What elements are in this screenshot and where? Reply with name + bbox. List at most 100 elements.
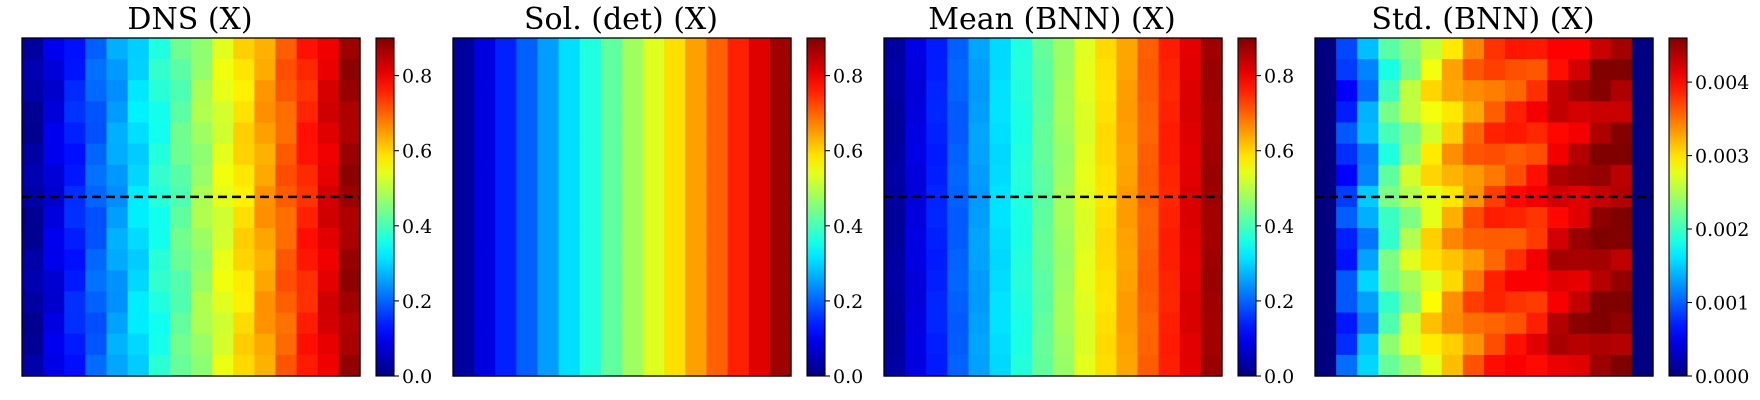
heatmap-cell	[1095, 207, 1117, 229]
heatmap-cell	[947, 38, 970, 60]
heatmap-cell	[947, 207, 970, 229]
heatmap-cell	[1357, 101, 1379, 124]
heatmap-cell	[1053, 312, 1075, 335]
heatmap-cell	[1610, 270, 1633, 293]
heatmap-cell	[989, 143, 1012, 166]
heatmap-cell	[1031, 164, 1054, 187]
heatmap-cell	[1336, 143, 1358, 166]
heatmap-cell	[212, 312, 234, 335]
heatmap-cell	[1116, 249, 1139, 271]
heatmap	[1315, 38, 1654, 377]
heatmap-cell	[926, 207, 948, 229]
heatmap-cell	[622, 207, 644, 229]
heatmap-cell	[1158, 270, 1181, 293]
heatmap-cell	[85, 164, 108, 187]
heatmap-cell	[1116, 354, 1139, 377]
heatmap-cell	[106, 207, 129, 229]
heatmap-cell	[1462, 249, 1485, 271]
heatmap-cell	[905, 80, 927, 102]
heatmap-cell	[453, 80, 475, 102]
heatmap-cell	[769, 143, 792, 166]
colorbar: 0.0 0.2 0.4 0.6 0.8	[375, 37, 432, 388]
heatmap-cell	[106, 312, 129, 335]
heatmap-border	[452, 37, 792, 377]
heatmap-cell	[43, 143, 65, 166]
heatmap-cell	[1336, 354, 1358, 377]
heatmap-cell	[685, 38, 708, 60]
heatmap-cell	[989, 207, 1012, 229]
heatmap-cell	[558, 207, 581, 229]
heatmap-cell	[968, 80, 991, 102]
heatmap-cell	[127, 38, 150, 60]
heatmap-cell	[685, 143, 708, 166]
heatmap-cell	[1399, 312, 1422, 335]
heatmap-cell	[1200, 333, 1223, 356]
heatmap-cell	[474, 101, 496, 124]
heatmap-cell	[1568, 333, 1591, 356]
heatmap-cell	[1399, 38, 1422, 60]
heatmap-cell	[622, 101, 644, 124]
heatmap-cell	[1526, 164, 1548, 187]
heatmap-cell	[1462, 207, 1485, 229]
heatmap-cell	[537, 38, 560, 60]
heatmap-cell	[169, 312, 192, 335]
heatmap-cell	[727, 249, 750, 271]
heatmap-cell	[1137, 38, 1160, 60]
heatmap-cell	[453, 143, 475, 166]
heatmap-cell	[1462, 164, 1485, 187]
heatmap-cell	[1505, 38, 1527, 60]
heatmap-cell	[1095, 122, 1117, 145]
colorbar-tick-label: 0.0	[833, 366, 863, 388]
heatmap-cell	[317, 333, 340, 356]
heatmap-cell	[622, 59, 644, 81]
heatmap-cell	[1010, 80, 1033, 102]
heatmap-cell	[1137, 228, 1160, 250]
heatmap-cell	[685, 164, 708, 187]
heatmap-cell	[22, 312, 44, 335]
heatmap-cell	[317, 185, 340, 208]
heatmap-cell	[1315, 80, 1337, 102]
heatmap-cell	[212, 80, 234, 102]
heatmap-cell	[169, 101, 192, 124]
heatmap-cell	[1547, 354, 1570, 377]
heatmap-cell	[1053, 333, 1075, 356]
heatmap-cell	[1631, 270, 1654, 293]
heatmap-cell	[1200, 101, 1223, 124]
heatmap-cell	[968, 59, 991, 81]
heatmap-cell	[600, 207, 623, 229]
heatmap-cell	[22, 122, 44, 145]
heatmap-cell	[296, 164, 319, 187]
heatmap-cell	[748, 207, 771, 229]
heatmap-cell	[537, 249, 560, 271]
heatmap-cell	[1200, 270, 1223, 293]
heatmap-cell	[169, 354, 192, 377]
heatmap-cell	[947, 228, 970, 250]
heatmap-cell	[22, 228, 44, 250]
heatmap-cell	[1074, 270, 1096, 293]
heatmap-cell	[296, 101, 319, 124]
heatmap-cell	[106, 249, 129, 271]
heatmap-cell	[1200, 122, 1223, 145]
heatmap-cell	[1179, 207, 1202, 229]
heatmap-cell	[1568, 312, 1591, 335]
heatmap-cell	[516, 228, 539, 250]
heatmap-cell	[1378, 80, 1401, 102]
heatmap-cell	[1484, 59, 1506, 81]
heatmap-cell	[1074, 249, 1096, 271]
heatmap-cell	[453, 228, 475, 250]
heatmap-cell	[191, 59, 213, 81]
heatmap-cell	[1441, 143, 1464, 166]
heatmap-cell	[1010, 38, 1033, 60]
heatmap-cell	[43, 122, 65, 145]
heatmap-cell	[85, 249, 108, 271]
heatmap-cell	[558, 59, 581, 81]
heatmap-cell	[1420, 228, 1443, 250]
heatmap-cell	[212, 38, 234, 60]
heatmap-cell	[85, 122, 108, 145]
heatmap-cell	[1095, 59, 1117, 81]
heatmap-cell	[1158, 207, 1181, 229]
heatmap-cell	[1053, 354, 1075, 377]
heatmap-cell	[495, 80, 517, 102]
heatmap-cell	[1484, 354, 1506, 377]
heatmap-cell	[453, 101, 475, 124]
